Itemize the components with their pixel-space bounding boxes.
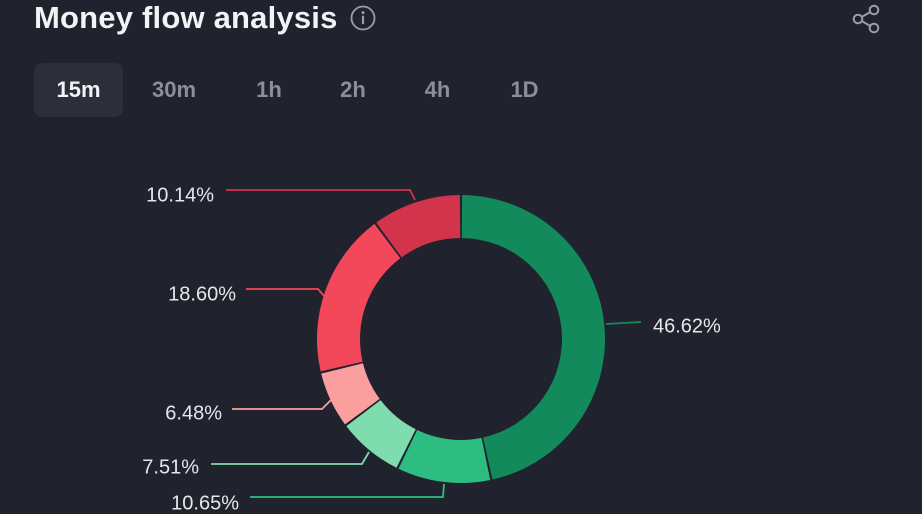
info-circle-icon[interactable]: [350, 5, 376, 31]
timeframe-tabs: 15m 30m 1h 2h 4h 1D: [34, 63, 567, 117]
tab-30m[interactable]: 30m: [151, 77, 197, 102]
slice-label: 6.48%: [165, 402, 222, 424]
slice-leader-line: [226, 189, 416, 201]
share-icon[interactable]: [848, 2, 884, 36]
slice-label: 7.51%: [142, 456, 199, 478]
slice-label: 46.62%: [653, 315, 721, 337]
tab-1h[interactable]: 1h: [256, 77, 282, 102]
tab-1d[interactable]: 1D: [510, 77, 539, 102]
donut-slice[interactable]: [376, 195, 461, 258]
slice-leader-line: [246, 288, 326, 298]
slice-leader-line: [250, 483, 445, 498]
slice-leader-line: [232, 397, 334, 410]
donut-slice[interactable]: [321, 363, 380, 425]
donut-slice[interactable]: [346, 400, 416, 468]
donut-slice[interactable]: [461, 195, 605, 480]
slice-leader-line: [605, 321, 642, 325]
slice-leader-line: [211, 451, 370, 465]
tab-4h[interactable]: 4h: [424, 77, 451, 102]
panel-title: Money flow analysis: [34, 0, 338, 35]
tab-2h[interactable]: 2h: [340, 77, 366, 102]
slice-label: 10.65%: [171, 492, 239, 514]
slice-label: 18.60%: [168, 283, 236, 305]
tab-15m[interactable]: 15m: [34, 63, 123, 117]
donut-slice[interactable]: [398, 429, 491, 483]
donut-slice[interactable]: [317, 223, 401, 372]
slice-label: 10.14%: [146, 184, 214, 206]
panel-header: Money flow analysis: [34, 0, 376, 36]
